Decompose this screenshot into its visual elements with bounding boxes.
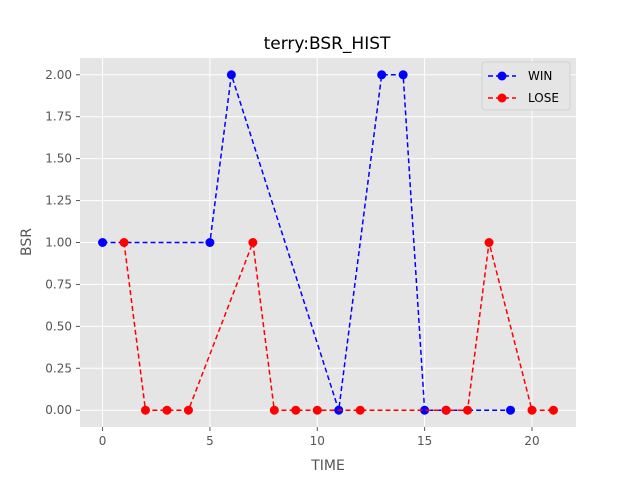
legend-item-lose: LOSE — [488, 91, 559, 105]
y-tick-label: 1.00 — [45, 236, 72, 250]
series-win-point — [377, 70, 387, 80]
series-lose-point — [548, 405, 558, 415]
series-lose-point — [355, 405, 365, 415]
series-lose-point — [441, 405, 451, 415]
series-lose-point — [140, 405, 150, 415]
y-axis-label: BSR — [19, 228, 35, 256]
series-win-point — [506, 405, 516, 415]
series-win-point — [205, 238, 215, 247]
y-tick-label: 1.50 — [45, 152, 72, 166]
x-tick-label: 5 — [206, 434, 214, 448]
y-tick-label: 0.25 — [45, 361, 72, 375]
series-win-point — [226, 70, 236, 80]
y-tick-label: 0.50 — [45, 319, 72, 333]
series-lose-point — [527, 405, 537, 415]
series-lose-point — [248, 238, 258, 247]
x-axis-ticks: 0 5 10 15 20 — [99, 427, 540, 448]
series-lose-point — [484, 238, 494, 247]
x-tick-label: 15 — [417, 434, 432, 448]
x-tick-label: 0 — [99, 434, 107, 448]
series-lose-point — [312, 405, 322, 415]
series-lose-point — [183, 405, 193, 415]
legend: WIN LOSE — [481, 61, 571, 111]
y-tick-label: 0.75 — [45, 277, 72, 291]
series-lose — [119, 238, 558, 415]
series-win-point — [420, 405, 430, 415]
series-win-point — [98, 238, 108, 247]
y-tick-label: 1.25 — [45, 194, 72, 208]
y-tick-label: 0.00 — [45, 403, 72, 417]
series-win-line — [102, 74, 511, 411]
legend-win-marker — [497, 71, 507, 81]
legend-item-win: WIN — [488, 69, 552, 83]
series-win-point — [398, 70, 408, 80]
x-tick-label: 10 — [310, 434, 325, 448]
series-lose-point — [463, 405, 473, 415]
series-lose-point — [119, 238, 129, 247]
series-lose-point — [291, 405, 301, 415]
legend-lose-marker — [497, 93, 507, 103]
x-tick-label: 20 — [524, 434, 539, 448]
series-layer — [98, 70, 558, 415]
series-lose-point — [269, 405, 279, 415]
legend-lose-label: LOSE — [528, 91, 559, 105]
y-tick-label: 2.00 — [45, 68, 72, 82]
x-axis-label: TIME — [310, 458, 345, 474]
series-lose-point — [162, 405, 172, 415]
y-axis-ticks: 0.00 0.25 0.50 0.75 1.00 1.25 1.50 1.75 2.00 — [45, 68, 80, 417]
legend-win-label: WIN — [528, 69, 552, 83]
chart-title: terry:BSR_HIST — [264, 34, 391, 54]
y-tick-label: 1.75 — [45, 110, 72, 124]
